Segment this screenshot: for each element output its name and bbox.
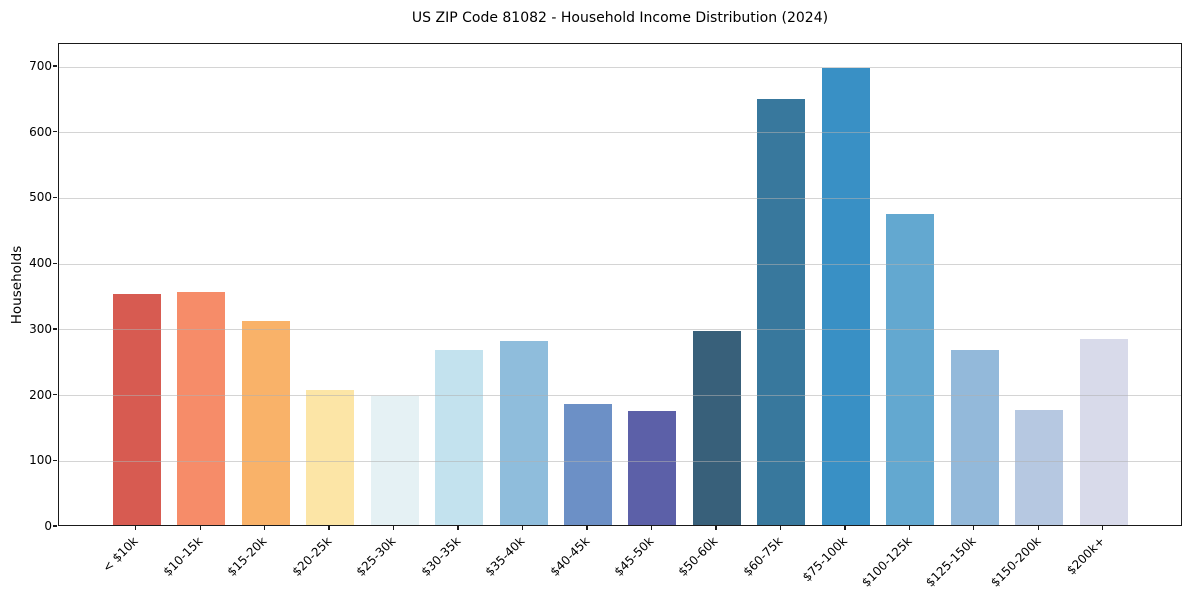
y-gridline-400 — [59, 263, 1181, 265]
x-tick — [392, 526, 395, 530]
chart-title: US ZIP Code 81082 - Household Income Dis… — [411, 10, 829, 26]
y-gridline-200 — [59, 395, 1181, 397]
x-tick-label: $125-150k — [923, 534, 979, 590]
y-tick-label: 600 — [29, 124, 52, 139]
x-tick-label: $10-15k — [160, 534, 206, 579]
x-tick-label: $25-30k — [353, 534, 399, 579]
bar-$60-75k — [757, 99, 806, 525]
bar-$200k+ — [1079, 339, 1128, 525]
bar-$75-100k — [821, 68, 870, 525]
y-tick — [53, 459, 57, 461]
x-tick — [1037, 526, 1039, 530]
bar-$25-30k — [370, 396, 419, 525]
y-tick-label: 500 — [29, 190, 52, 205]
x-tick — [199, 526, 201, 530]
y-tick-label: 0 — [44, 519, 52, 533]
y-tick-label: 100 — [29, 453, 52, 468]
y-gridline-500 — [59, 197, 1181, 199]
y-tick — [53, 525, 57, 527]
bar-<$10k — [112, 294, 161, 525]
bar-$20-25k — [306, 389, 355, 525]
x-tick — [715, 526, 717, 530]
x-tick — [586, 526, 588, 530]
x-tick — [263, 526, 266, 530]
y-gridline-100 — [59, 460, 1181, 462]
x-tick-label: $150-200k — [987, 534, 1044, 590]
x-tick-label: $60-75k — [740, 534, 786, 579]
y-gridline-300 — [59, 329, 1181, 331]
x-tick — [650, 526, 653, 530]
x-tick-label: < $10k — [99, 534, 141, 575]
y-tick-label: 400 — [29, 256, 52, 271]
bar-$40-45k — [563, 404, 612, 525]
x-tick-label: $15-20k — [224, 534, 270, 579]
x-tick-label: $100-125k — [858, 534, 915, 590]
x-tick-label: $40-45k — [547, 534, 592, 579]
x-tick-label: $20-25k — [289, 534, 335, 579]
y-tick-label: 700 — [29, 59, 52, 73]
y-gridline-600 — [59, 132, 1181, 134]
bar-$50-60k — [692, 330, 741, 525]
x-tick-label: $45-50k — [611, 534, 657, 579]
bar-$15-20k — [241, 320, 290, 525]
x-tick — [135, 526, 137, 530]
bar-$100-125k — [886, 213, 935, 525]
bar-$45-50k — [628, 411, 677, 525]
y-gridline-700 — [59, 66, 1181, 68]
x-tick — [973, 526, 975, 530]
bar-$35-40k — [499, 341, 548, 525]
y-tick — [53, 262, 57, 264]
y-tick-label: 200 — [29, 387, 52, 402]
y-tick — [53, 328, 57, 330]
x-tick — [779, 526, 782, 530]
bar-$150-200k — [1015, 410, 1064, 525]
x-tick-label: $200k+ — [1064, 534, 1108, 578]
x-tick-label: $30-35k — [418, 534, 463, 579]
bar-$30-35k — [435, 350, 484, 525]
x-tick — [328, 526, 330, 530]
x-tick-label: $75-100k — [799, 534, 850, 585]
y-tick — [53, 65, 57, 67]
x-tick — [521, 526, 524, 530]
y-tick — [53, 393, 57, 396]
x-tick — [908, 526, 910, 530]
y-tick-label: 300 — [29, 321, 52, 336]
x-tick — [844, 526, 846, 530]
x-tick — [1102, 526, 1104, 530]
x-tick-label: $35-40k — [482, 534, 528, 579]
plot-area — [58, 43, 1182, 526]
y-tick — [53, 131, 57, 133]
x-tick-label: $50-60k — [675, 534, 721, 579]
y-tick — [53, 196, 57, 199]
x-tick — [457, 526, 459, 530]
bar-$125-150k — [950, 349, 999, 525]
bar-$10-15k — [177, 292, 226, 525]
